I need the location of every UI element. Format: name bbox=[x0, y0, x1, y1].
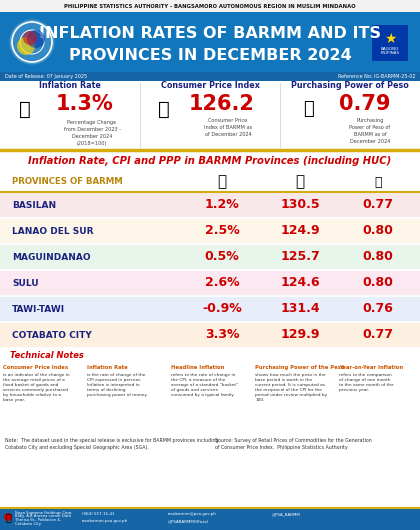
Text: INFLATION RATES OF BARMM AND ITS: INFLATION RATES OF BARMM AND ITS bbox=[39, 26, 381, 41]
Text: @PSABARMMOfficial: @PSABARMMOfficial bbox=[168, 519, 209, 523]
Text: COTABATO CITY: COTABATO CITY bbox=[12, 331, 92, 340]
Text: 🛒: 🛒 bbox=[295, 174, 304, 190]
Text: Cotabato City: Cotabato City bbox=[15, 522, 41, 526]
Text: Purchasing Power of Peso: Purchasing Power of Peso bbox=[291, 81, 409, 90]
Circle shape bbox=[27, 30, 45, 48]
Bar bbox=[0, 0, 420, 12]
Text: Note:  The dataset used in the special release is exclusive for BARMM provinces : Note: The dataset used in the special re… bbox=[5, 438, 218, 449]
Text: 124.9: 124.9 bbox=[280, 225, 320, 237]
Text: 0.5%: 0.5% bbox=[205, 251, 239, 263]
Bar bbox=[0, 348, 420, 508]
Text: Reference No: IG-BARMM-25-02: Reference No: IG-BARMM-25-02 bbox=[338, 74, 415, 79]
Text: 1.3%: 1.3% bbox=[56, 94, 114, 114]
Bar bbox=[0, 192, 420, 218]
Text: shows how much the peso in the
base period is worth in the
current period. It is: shows how much the peso in the base peri… bbox=[255, 373, 327, 402]
Text: 🛒: 🛒 bbox=[158, 100, 170, 119]
Bar bbox=[0, 172, 420, 192]
Text: Year-on-Year Inflation: Year-on-Year Inflation bbox=[339, 365, 403, 370]
Text: 0.79: 0.79 bbox=[339, 94, 391, 114]
Text: PHILIPPINE STATISTICS AUTHORITY - BANGSAMORO AUTONOMOUS REGION IN MUSLIM MINDANA: PHILIPPINE STATISTICS AUTHORITY - BANGSA… bbox=[64, 4, 356, 8]
Text: Bldg. A-B Aroena corner Datu: Bldg. A-B Aroena corner Datu bbox=[15, 515, 71, 518]
Text: 124.6: 124.6 bbox=[280, 277, 320, 289]
Text: 1.2%: 1.2% bbox=[205, 199, 239, 211]
Text: 3.3%: 3.3% bbox=[205, 329, 239, 341]
Text: Consumer Price Index: Consumer Price Index bbox=[160, 81, 260, 90]
Circle shape bbox=[10, 20, 54, 64]
Text: BASILAN: BASILAN bbox=[12, 200, 56, 209]
Text: refers to the rate of change in
the CPI, a measure of the
average of a standard : refers to the rate of change in the CPI,… bbox=[171, 373, 238, 397]
Text: Purchasing
Power of Peso of
BARMM as of
December 2024: Purchasing Power of Peso of BARMM as of … bbox=[349, 118, 391, 144]
Text: Consumer Price Index: Consumer Price Index bbox=[3, 365, 68, 370]
Bar bbox=[0, 12, 420, 72]
Text: 130.5: 130.5 bbox=[280, 199, 320, 211]
Bar bbox=[372, 25, 408, 61]
Text: SULU: SULU bbox=[12, 278, 39, 287]
Text: 0.80: 0.80 bbox=[362, 225, 394, 237]
Circle shape bbox=[17, 37, 35, 55]
Text: 0.80: 0.80 bbox=[362, 277, 394, 289]
Text: is an indicator of the change in
the average retail prices of a
fixed basket of : is an indicator of the change in the ave… bbox=[3, 373, 70, 402]
Text: Inflation Rate: Inflation Rate bbox=[39, 81, 101, 90]
Bar bbox=[0, 296, 420, 322]
Text: Headline Inflation: Headline Inflation bbox=[171, 365, 224, 370]
Text: Naga Supreme Holdings Corp.: Naga Supreme Holdings Corp. bbox=[15, 511, 73, 515]
Text: 0.77: 0.77 bbox=[362, 329, 394, 341]
Circle shape bbox=[23, 31, 37, 45]
Bar bbox=[0, 244, 420, 270]
Text: 📈: 📈 bbox=[218, 174, 226, 190]
Text: Technical Notes: Technical Notes bbox=[10, 350, 84, 359]
Text: Inflation Rate: Inflation Rate bbox=[87, 365, 128, 370]
Circle shape bbox=[4, 513, 12, 521]
Text: Consumer Price
Index of BARMM as
of December 2024: Consumer Price Index of BARMM as of Dece… bbox=[204, 118, 252, 137]
Text: PROVINCES IN DECEMBER 2024: PROVINCES IN DECEMBER 2024 bbox=[68, 48, 352, 63]
Text: 0.80: 0.80 bbox=[362, 251, 394, 263]
Text: 💰: 💰 bbox=[303, 100, 313, 118]
Text: 129.9: 129.9 bbox=[280, 329, 320, 341]
Bar bbox=[0, 322, 420, 348]
Text: -0.9%: -0.9% bbox=[202, 303, 242, 315]
Bar bbox=[0, 218, 420, 244]
Text: rssobarmm@psa.gov.ph: rssobarmm@psa.gov.ph bbox=[168, 512, 217, 516]
Text: Date of Release: 07 January 2025: Date of Release: 07 January 2025 bbox=[5, 74, 87, 79]
Text: 0.76: 0.76 bbox=[362, 303, 394, 315]
Text: LANAO DEL SUR: LANAO DEL SUR bbox=[12, 226, 94, 235]
Text: 126.2: 126.2 bbox=[189, 94, 255, 114]
Text: is the rate of change of the
CPI expressed in percent.
Inflation is interpreted : is the rate of change of the CPI express… bbox=[87, 373, 147, 397]
Bar bbox=[0, 72, 420, 81]
Text: TAWI-TAWI: TAWI-TAWI bbox=[12, 305, 65, 314]
Bar bbox=[0, 270, 420, 296]
Text: @PSA_BARMM: @PSA_BARMM bbox=[272, 512, 301, 516]
Text: PROVINCES OF BARMM: PROVINCES OF BARMM bbox=[12, 178, 123, 187]
Text: 2.6%: 2.6% bbox=[205, 277, 239, 289]
Text: BAGONG
PILIPINAS: BAGONG PILIPINAS bbox=[381, 47, 399, 55]
Text: ★: ★ bbox=[384, 32, 396, 46]
Text: Therisa St., Poblacion 4,: Therisa St., Poblacion 4, bbox=[15, 518, 61, 522]
Text: MAGUINDANAO: MAGUINDANAO bbox=[12, 252, 91, 261]
Text: 125.7: 125.7 bbox=[280, 251, 320, 263]
Bar bbox=[0, 81, 420, 150]
Text: Purchasing Power of the Peso: Purchasing Power of the Peso bbox=[255, 365, 344, 370]
Text: 📍: 📍 bbox=[5, 512, 11, 522]
Text: 💰: 💰 bbox=[374, 175, 382, 189]
Text: 0.77: 0.77 bbox=[362, 199, 394, 211]
Bar bbox=[0, 508, 420, 530]
Text: 📈: 📈 bbox=[19, 100, 31, 119]
Bar bbox=[0, 150, 420, 172]
Text: (064) 557-15-41: (064) 557-15-41 bbox=[82, 512, 115, 516]
Text: rssobarmm.psa.gov.ph: rssobarmm.psa.gov.ph bbox=[82, 519, 128, 523]
Text: Source: Survey of Retail Prices of Commodities for the Generation
of Consumer Pr: Source: Survey of Retail Prices of Commo… bbox=[215, 438, 372, 449]
Text: refers to the comparison
of change of one month
to the same month of the
previou: refers to the comparison of change of on… bbox=[339, 373, 394, 392]
Text: 131.4: 131.4 bbox=[280, 303, 320, 315]
Text: Inflation Rate, CPI and PPP in BARMM Provinces (including HUC): Inflation Rate, CPI and PPP in BARMM Pro… bbox=[29, 156, 391, 166]
Text: 2.5%: 2.5% bbox=[205, 225, 239, 237]
Text: Percentage Change
from December 2023 -
December 2024
(2018=100): Percentage Change from December 2023 - D… bbox=[63, 120, 121, 146]
